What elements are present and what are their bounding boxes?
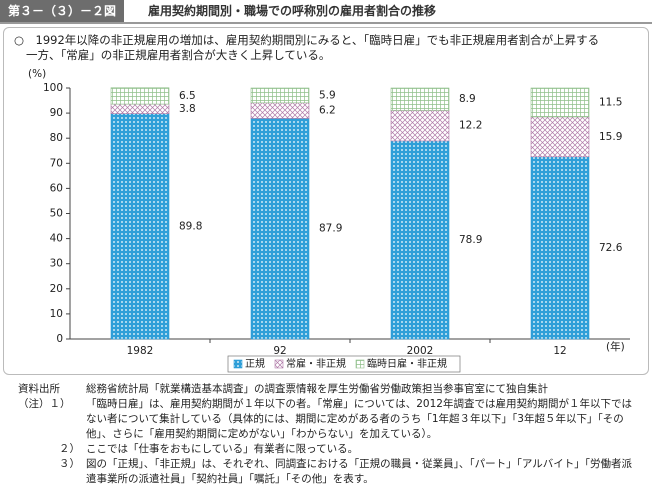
legend-label: 常雇・非正規: [286, 357, 346, 370]
y-tick-label: 30: [50, 258, 63, 270]
note-marker: ３）: [59, 458, 80, 470]
note: ３） 図の「正規」、「非正規」は、それぞれ、同調査における「正規の職員・従業員」、…: [18, 457, 638, 487]
x-tick-label: 12: [553, 345, 566, 357]
value-label: 6.5: [179, 90, 196, 102]
bar-segment: [110, 87, 170, 105]
bar-segment: [390, 110, 450, 142]
value-label: 89.8: [179, 220, 202, 232]
note-text: 総務省統計局「就業構造基本調査」の調査票情報を厚生労働省労働政策担当参事官室にて…: [86, 383, 548, 395]
note-text: ここでは「仕事をおもにしている」有業者に限っている。: [86, 443, 359, 455]
y-tick-label: 80: [50, 132, 63, 144]
y-tick-label: 20: [50, 283, 63, 295]
value-label: 8.9: [459, 93, 476, 105]
legend-swatch: [233, 359, 243, 369]
y-tick-label: 70: [50, 157, 63, 169]
value-label: 12.2: [459, 120, 482, 132]
y-tick-label: 50: [50, 208, 63, 220]
legend-label: 臨時日雇・非正規: [367, 357, 447, 370]
bar-segment: [530, 116, 590, 158]
value-label: 72.6: [599, 242, 623, 254]
note-marker: 資料出所: [18, 383, 60, 395]
legend-swatch: [274, 359, 284, 369]
note-text: 図の「正規」、「非正規」は、それぞれ、同調査における「正規の職員・従業員」、「パ…: [86, 458, 632, 485]
bar-segment: [250, 87, 310, 104]
y-tick-label: 60: [50, 182, 63, 194]
y-tick-label: 40: [50, 233, 63, 245]
y-tick-label: 10: [50, 308, 63, 320]
bar-segment: [250, 102, 310, 119]
legend-swatch: [355, 359, 365, 369]
note: （注）１） 「臨時日雇」は、雇用契約期間が１年以下の者。「常雇」については、201…: [18, 397, 638, 442]
x-tick-label: 2002: [407, 345, 434, 357]
value-label: 5.9: [319, 89, 336, 101]
subtitle: ○ 1992年以降の非正規雇用の増加は、雇用契約期間別にみると、「臨時日雇」でも…: [14, 33, 600, 47]
bar-segment: [390, 87, 450, 111]
subtitle: 一方、「常雇」の非正規雇用者割合が大きく上昇している。: [26, 48, 331, 62]
x-tick-label: 92: [273, 345, 286, 357]
chart-frame: [3, 27, 649, 375]
figure-label: 第３－（３）－２図: [0, 0, 125, 22]
value-label: 6.2: [319, 105, 336, 117]
value-label: 87.9: [319, 223, 342, 235]
x-tick-label: 1982: [127, 345, 154, 357]
bar-segment: [530, 156, 590, 340]
chart: (%) (年) 0 10 20 30 40 50 60 70 80 90 100 1982 89.8 3.…: [28, 68, 630, 373]
header: 第３－（３）－２図 雇用契約期間別・職場での呼称別の雇用者割合の推移: [0, 0, 652, 24]
title: 雇用契約期間別・職場での呼称別の雇用者割合の推移: [148, 4, 437, 18]
bar-segment: [390, 140, 450, 340]
y-tick-label: 100: [43, 82, 63, 94]
note: ２） ここでは「仕事をおもにしている」有業者に限っている。: [18, 442, 638, 457]
bar-segment: [250, 118, 310, 340]
notes: 資料出所 総務省統計局「就業構造基本調査」の調査票情報を厚生労働省労働政策担当参事…: [18, 382, 638, 487]
y-tick-label: 90: [50, 107, 63, 119]
note-text: 「臨時日雇」は、雇用契約期間が１年以下の者。「常雇」については、2012年調査で…: [86, 398, 632, 440]
y-tick-label: 0: [56, 333, 63, 345]
y-axis-label: (%): [28, 68, 46, 80]
note-marker: （注）１）: [18, 398, 71, 410]
bar-segment: [110, 103, 170, 114]
value-label: 15.9: [599, 131, 622, 143]
value-label: 11.5: [599, 96, 622, 108]
note-marker: ２）: [59, 443, 80, 455]
value-label: 78.9: [459, 234, 482, 246]
x-axis-label: (年): [606, 340, 625, 353]
legend-box: [227, 355, 461, 373]
value-label: 3.8: [179, 103, 196, 115]
bar-segment: [110, 113, 170, 340]
note: 資料出所 総務省統計局「就業構造基本調査」の調査票情報を厚生労働省労働政策担当参事…: [18, 382, 638, 397]
bar-segment: [530, 87, 590, 118]
legend-label: 正規: [245, 358, 265, 370]
legend: 正規 常雇・非正規 臨時日雇・非正規: [227, 355, 461, 373]
